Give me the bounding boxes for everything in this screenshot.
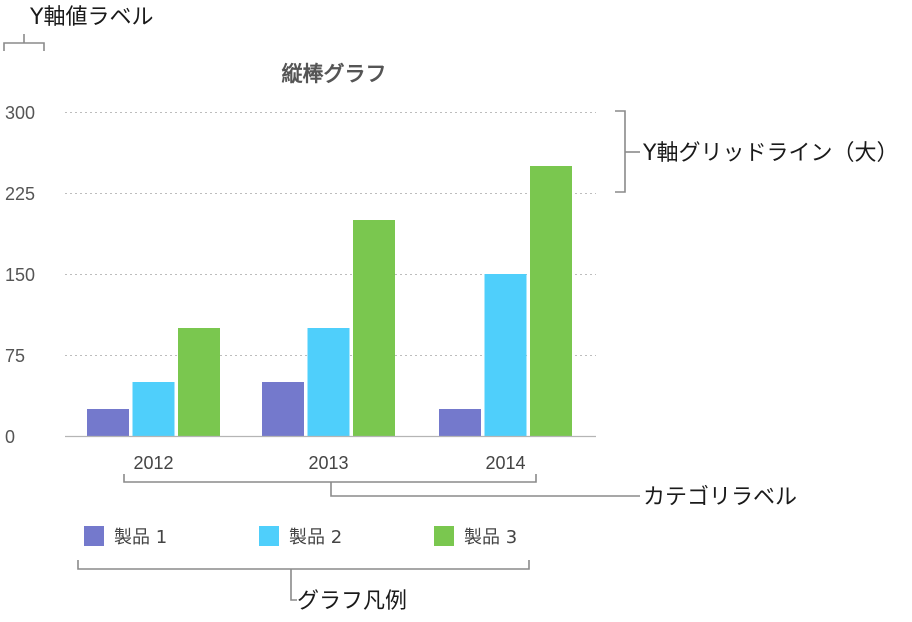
y-axis-tick-labels: 0 75 150 225 300 [5, 103, 35, 447]
callout-bracket-legend [77, 560, 530, 570]
callout-chart-legend: グラフ凡例 [297, 589, 407, 614]
legend-swatch [259, 526, 279, 546]
chart-legend: 製品 1 製品 2 製品 3 [84, 526, 517, 548]
y-tick-label: 300 [5, 103, 35, 123]
bar [530, 166, 572, 436]
legend-label: 製品 1 [114, 527, 167, 548]
bar [439, 409, 481, 436]
bar [353, 220, 395, 436]
category-label: 2014 [485, 453, 525, 473]
legend-swatch [84, 526, 104, 546]
legend-label: 製品 3 [464, 527, 517, 548]
legend-swatch [434, 526, 454, 546]
legend-label: 製品 2 [289, 527, 342, 548]
bar [87, 409, 129, 436]
category-label: 2013 [308, 453, 348, 473]
category-label: 2012 [133, 453, 173, 473]
y-tick-label: 225 [5, 184, 35, 204]
callout-y-axis-value-label: Y軸値ラベル [29, 5, 153, 30]
y-tick-label: 150 [5, 265, 35, 285]
bar [132, 382, 175, 436]
bar [262, 382, 304, 436]
bar [178, 328, 220, 436]
bar [307, 328, 350, 436]
callout-category-label: カテゴリラベル [643, 485, 797, 510]
y-tick-label: 0 [5, 427, 15, 447]
bars [87, 166, 572, 436]
callout-y-axis-gridlines-major: Y軸グリッドライン（大） [642, 141, 898, 166]
callout-bracket-category-label [123, 474, 537, 483]
bar [484, 274, 527, 436]
callout-bracket-gridlines [615, 110, 626, 193]
y-tick-label: 75 [5, 346, 25, 366]
chart-title: 縦棒グラフ [282, 62, 387, 86]
callout-leader-category-label [330, 482, 640, 497]
callout-bracket-y-axis-value-label [3, 42, 45, 51]
callout-leader-legend [290, 569, 297, 601]
category-labels: 2012 2013 2014 [133, 453, 525, 473]
